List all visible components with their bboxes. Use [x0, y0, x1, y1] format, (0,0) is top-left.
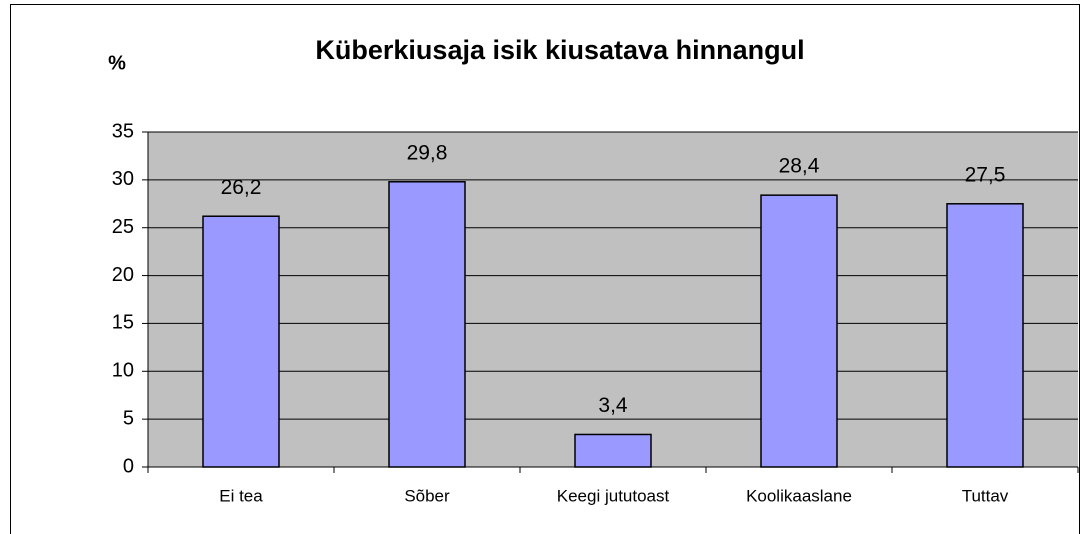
- x-tick-label: Keegi jututoast: [557, 486, 670, 505]
- y-tick-label: 25: [112, 216, 134, 238]
- chart-title: Küberkiusaja isik kiusatava hinnangul: [315, 35, 804, 65]
- value-label: 26,2: [221, 176, 262, 199]
- bar: [574, 433, 652, 468]
- x-tick-label: Sõber: [404, 486, 450, 505]
- x-tick-label: Ei tea: [219, 486, 263, 505]
- y-tick-label: 35: [112, 120, 134, 142]
- x-tick-label: Koolikaaslane: [746, 486, 852, 505]
- bar: [946, 203, 1024, 468]
- y-axis-label: %: [108, 52, 126, 74]
- y-tick-label: 30: [112, 168, 134, 190]
- y-tick-label: 20: [112, 264, 134, 286]
- y-tick-label: 5: [123, 407, 134, 429]
- bar: [388, 181, 466, 468]
- bar: [760, 194, 838, 468]
- value-label: 27,5: [965, 163, 1006, 186]
- value-label: 3,4: [598, 394, 628, 417]
- y-tick-label: 15: [112, 312, 134, 334]
- y-tick-label: 0: [123, 455, 134, 477]
- y-tick-label: 10: [112, 360, 134, 382]
- value-label: 29,8: [407, 141, 448, 164]
- bar: [202, 215, 280, 468]
- x-tick-label: Tuttav: [962, 486, 1009, 505]
- value-label: 28,4: [779, 155, 820, 178]
- plot-area: [148, 132, 1078, 467]
